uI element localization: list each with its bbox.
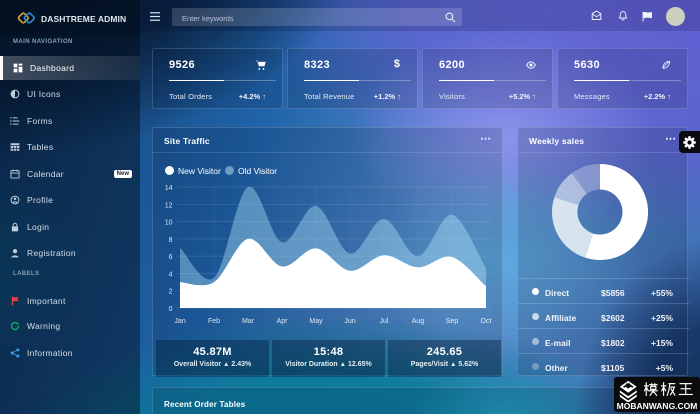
svg-text:14: 14 <box>165 185 173 192</box>
svg-text:12: 12 <box>165 202 173 209</box>
svg-text:Feb: Feb <box>208 318 220 325</box>
svg-text:0: 0 <box>169 306 173 313</box>
svg-text:Jan: Jan <box>174 318 185 325</box>
svg-text:Mar: Mar <box>242 318 255 325</box>
svg-text:6: 6 <box>169 254 173 261</box>
svg-text:Oct: Oct <box>481 318 492 325</box>
svg-text:10: 10 <box>165 220 173 227</box>
svg-text:8: 8 <box>169 237 173 244</box>
svg-text:Jun: Jun <box>344 318 355 325</box>
svg-text:Sep: Sep <box>446 318 459 325</box>
svg-text:Jul: Jul <box>380 318 389 325</box>
svg-text:Aug: Aug <box>412 318 425 325</box>
svg-text:Apr: Apr <box>277 318 289 325</box>
svg-text:2: 2 <box>169 289 173 296</box>
svg-text:May: May <box>309 318 323 325</box>
svg-text:4: 4 <box>169 271 173 278</box>
